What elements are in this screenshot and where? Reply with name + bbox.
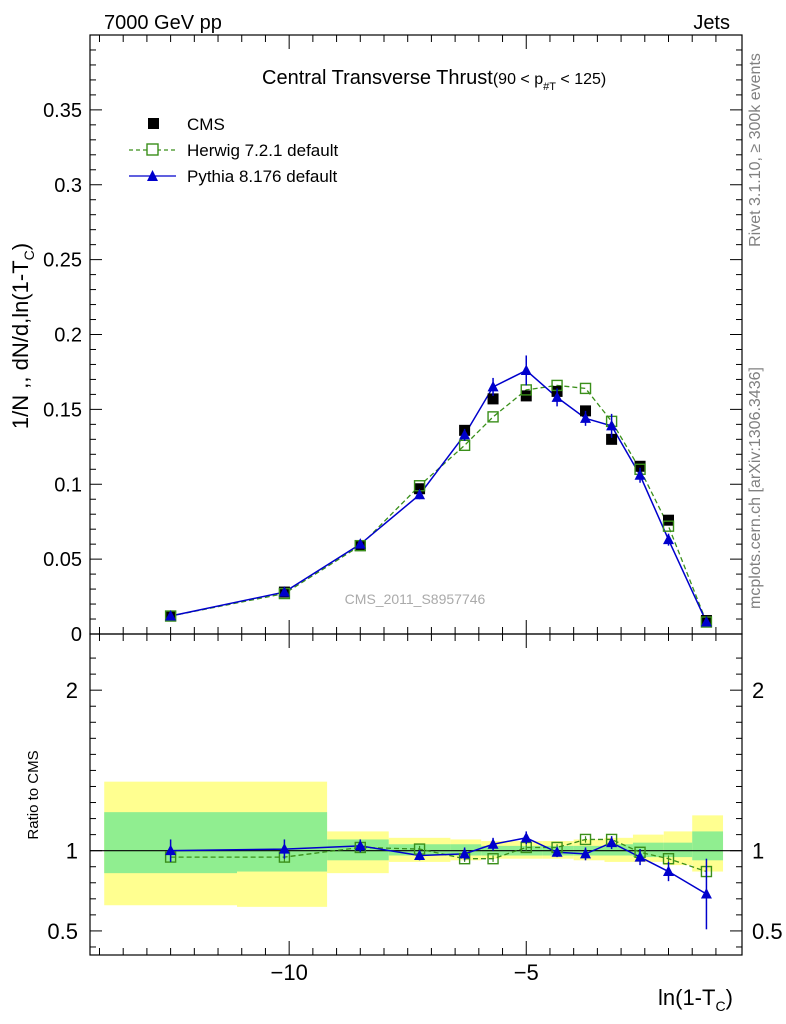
main-y-label-sub: C xyxy=(21,250,37,260)
title-suffix: (90 < p xyxy=(493,71,543,88)
legend-cms-marker xyxy=(148,118,159,129)
x-label-text: ln(1-T xyxy=(658,985,715,1010)
x-tick-label: −5 xyxy=(514,960,539,985)
pythia-line xyxy=(170,369,708,623)
main-y-axis-label: 1/N ,, dN/d,ln(1-TC) xyxy=(8,243,37,429)
x-axis-label: ln(1-TC) xyxy=(658,985,733,1014)
pythia-point xyxy=(634,469,646,480)
ratio-pythia-point xyxy=(663,865,675,877)
main-y-tick-label: 0.25 xyxy=(43,250,82,272)
ratio-pythia-point xyxy=(487,838,499,849)
main-y-tick-label: 0.1 xyxy=(54,474,82,496)
ratio-ticks: 0.5 0.5 1 1 2 2 −10 −5 xyxy=(47,634,783,985)
pythia-point xyxy=(414,488,426,500)
title-text: Central Transverse Thrust xyxy=(262,67,493,89)
pythia-point xyxy=(606,419,618,431)
pythia-point xyxy=(580,412,592,423)
rivet-label: Rivet 3.1.10, ≥ 300k events xyxy=(747,53,764,247)
ratio-frame xyxy=(89,633,743,956)
header-energy: 7000 GeV pp xyxy=(104,12,222,34)
ratio-herwig-point xyxy=(487,853,499,865)
ratio-band-inner xyxy=(604,844,633,856)
herwig-line xyxy=(170,384,708,623)
ratio-pythia-point xyxy=(634,851,646,862)
ratio-pythia-point xyxy=(354,839,366,851)
title-end: < 125) xyxy=(556,71,606,88)
ratio-band-inner xyxy=(450,844,482,856)
legend-herwig-marker xyxy=(146,143,159,156)
mcplots-label: mcplots.cern.ch [arXiv:1306.3436] xyxy=(747,367,764,609)
ratio-pythia-point xyxy=(165,844,177,856)
ratio-y-tick-label-right: 0.5 xyxy=(752,919,783,944)
ratio-y-tick-label: 1 xyxy=(66,839,78,864)
main-y-label-end: ) xyxy=(8,243,33,250)
pythia-point xyxy=(459,428,471,440)
cms-point xyxy=(487,393,499,405)
pythia-point xyxy=(520,364,532,375)
x-label-end: ) xyxy=(726,985,733,1010)
main-panel: 0 0.05 0.1 0.15 0.2 0.25 0.3 0.35 Central Trans… xyxy=(43,34,743,646)
ratio-pythia-point xyxy=(606,836,618,848)
x-tick-label: −10 xyxy=(270,960,307,985)
ratio-pythia-point xyxy=(414,849,426,860)
watermark: CMS_2011_S8957746 xyxy=(345,591,486,607)
cms-point xyxy=(520,390,532,402)
ratio-y-tick-label: 2 xyxy=(66,678,78,703)
legend-pythia-label: Pythia 8.176 default xyxy=(187,167,338,186)
ratio-y-tick-label-right: 1 xyxy=(752,839,764,864)
main-y-tick-label: 0.3 xyxy=(54,175,82,197)
ratio-pythia-point xyxy=(278,843,290,854)
herwig-point xyxy=(662,520,675,532)
main-y-tick-label: 0.35 xyxy=(43,100,82,122)
ratio-pythia-point xyxy=(551,846,563,857)
ratio-band-inner xyxy=(663,842,693,858)
ratio-pythia-point xyxy=(459,847,471,859)
pythia-point xyxy=(354,538,366,549)
legend-herwig-label: Herwig 7.2.1 default xyxy=(187,141,338,160)
cms-point xyxy=(634,460,646,472)
ratio-pythia-point xyxy=(700,888,712,899)
main-ticks: 0 0.05 0.1 0.15 0.2 0.25 0.3 0.35 xyxy=(43,35,742,646)
main-series xyxy=(164,355,713,628)
herwig-point xyxy=(487,411,499,423)
ratio-y-axis-label: Ratio to CMS xyxy=(25,750,42,839)
main-y-tick-label: 0.2 xyxy=(54,325,82,347)
herwig-point xyxy=(579,382,592,395)
main-y-tick-label: 0.15 xyxy=(43,399,82,421)
main-title: Central Transverse Thrust(90 < p#T < 125… xyxy=(262,67,606,93)
ratio-series xyxy=(164,831,713,930)
main-y-tick-label: 0.05 xyxy=(43,549,82,571)
legend-cms-label: CMS xyxy=(187,115,225,134)
pythia-point xyxy=(551,391,563,402)
legend-pythia-marker xyxy=(147,170,158,181)
ratio-pythia-point xyxy=(520,831,532,843)
pythia-point xyxy=(278,586,290,597)
header-process: Jets xyxy=(693,12,730,34)
ratio-y-tick-label: 0.5 xyxy=(47,919,78,944)
ratio-pythia-point xyxy=(580,847,592,859)
main-y-label-text: 1/N ,, dN/d,ln(1-T xyxy=(8,260,33,429)
ratio-band-inner xyxy=(632,842,664,858)
ratio-band-inner xyxy=(692,831,724,861)
pythia-point xyxy=(663,533,675,545)
cms-point xyxy=(663,514,675,526)
pythia-point xyxy=(487,380,499,392)
legend: CMS Herwig 7.2.1 default Pythia 8.176 de… xyxy=(129,115,338,186)
pythia-point xyxy=(700,616,712,627)
ratio-panel: 0.5 0.5 1 1 2 2 −10 −5 xyxy=(47,633,783,985)
cms-point xyxy=(606,433,618,445)
main-y-tick-label: 0 xyxy=(71,624,82,646)
x-label-sub: C xyxy=(715,998,725,1014)
ratio-herwig-point xyxy=(579,833,592,846)
title-sub: #T xyxy=(543,81,556,93)
pythia-point xyxy=(165,610,177,621)
ratio-y-tick-label-right: 2 xyxy=(752,678,764,703)
